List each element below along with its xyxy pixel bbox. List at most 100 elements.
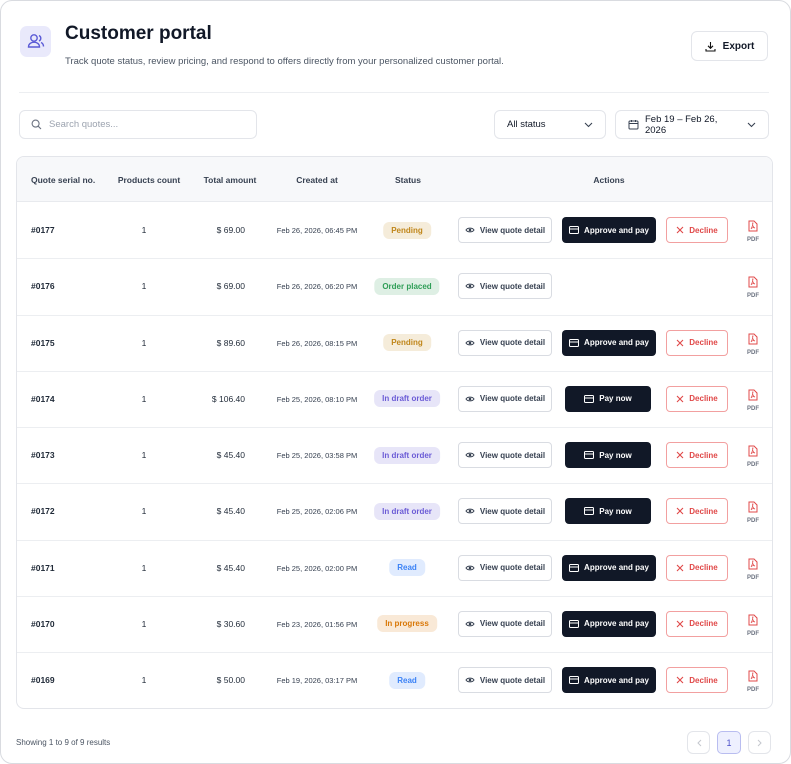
action-label: View quote detail [479, 281, 546, 291]
action-button[interactable]: Decline [666, 498, 728, 525]
quote-serial: #0170 [31, 618, 55, 629]
status-badge: In progress [377, 615, 437, 633]
action-button[interactable]: Decline [666, 385, 728, 412]
action-label: Approve and pay [584, 338, 649, 348]
action-button[interactable]: View quote detail [458, 667, 552, 694]
title: Customer portal [65, 23, 212, 44]
action-button[interactable]: Approve and pay [562, 610, 656, 637]
pdf-download[interactable]: PDF [743, 669, 763, 693]
quote-serial: #0177 [31, 225, 55, 236]
export-button[interactable]: Export [691, 31, 768, 61]
pdf-label: PDF [747, 237, 759, 244]
status-badge: Pending [383, 221, 431, 239]
products-count: 1 [141, 618, 147, 629]
created-at: Feb 26, 2026, 06:45 PM [276, 226, 358, 236]
action-button[interactable]: View quote detail [458, 610, 552, 637]
action-button[interactable]: Decline [666, 442, 728, 469]
action-label: Pay now [599, 450, 632, 460]
results-summary: Showing 1 to 9 of 9 results [16, 738, 111, 747]
divider [19, 92, 769, 93]
pdf-label: PDF [747, 687, 759, 694]
pdf-download[interactable]: PDF [743, 275, 763, 299]
search-input[interactable]: Search quotes... [19, 110, 257, 139]
row-divider [17, 314, 772, 316]
subtitle: Track quote status, review pricing, and … [65, 56, 504, 67]
action-label: View quote detail [479, 619, 546, 629]
row-divider [17, 539, 772, 541]
action-button[interactable]: View quote detail [458, 385, 552, 412]
status-badge: In draft order [374, 502, 440, 520]
date-range-label: Feb 19 – Feb 26, 2026 [644, 113, 718, 136]
action-button[interactable]: Decline [666, 329, 728, 356]
pdf-download[interactable]: PDF [743, 332, 763, 356]
pdf-download[interactable]: PDF [743, 219, 763, 243]
action-button[interactable]: Pay now [565, 442, 651, 469]
products-count: 1 [141, 450, 147, 461]
action-label: View quote detail [479, 506, 546, 516]
action-label: View quote detail [479, 450, 546, 460]
action-button[interactable]: Decline [666, 667, 728, 694]
next-page[interactable] [748, 731, 771, 754]
row-divider [17, 370, 772, 372]
created-at: Feb 25, 2026, 02:00 PM [276, 563, 358, 573]
action-button[interactable]: View quote detail [458, 554, 552, 581]
pdf-label: PDF [747, 518, 759, 525]
pdf-download[interactable]: PDF [743, 444, 763, 468]
action-button[interactable]: Decline [666, 554, 728, 581]
action-button[interactable]: View quote detail [458, 498, 552, 525]
column-header: Quote serial no. [31, 175, 96, 185]
action-button[interactable]: Decline [666, 610, 728, 637]
quote-serial: #0171 [31, 562, 55, 573]
row-divider [17, 652, 772, 653]
action-button[interactable]: Pay now [565, 385, 651, 412]
pdf-label: PDF [747, 405, 759, 412]
row-divider [17, 483, 772, 485]
quote-serial: #0174 [31, 393, 55, 404]
quote-serial: #0173 [31, 450, 55, 461]
action-label: Approve and pay [584, 225, 649, 235]
date-range-picker[interactable]: Feb 19 – Feb 26, 2026 [615, 110, 769, 139]
action-button[interactable]: View quote detail [458, 329, 552, 356]
table-header [17, 157, 772, 202]
pdf-label: PDF [747, 574, 759, 581]
status-badge: Order placed [374, 277, 440, 295]
status-badge: In draft order [374, 390, 440, 408]
pdf-download[interactable]: PDF [743, 557, 763, 581]
total-amount: $ 106.40 [211, 393, 245, 404]
export-label: Export [722, 40, 755, 52]
status-badge: Read [389, 559, 425, 577]
action-label: Decline [689, 563, 718, 573]
action-label: Approve and pay [584, 563, 649, 573]
products-count: 1 [141, 281, 147, 292]
action-label: View quote detail [479, 394, 546, 404]
action-label: Approve and pay [584, 675, 649, 685]
action-button[interactable]: View quote detail [458, 217, 552, 244]
action-button[interactable]: View quote detail [458, 273, 552, 300]
products-count: 1 [141, 506, 147, 517]
action-button[interactable]: Approve and pay [562, 667, 656, 694]
action-label: Approve and pay [584, 619, 649, 629]
quote-serial: #0176 [31, 281, 55, 292]
pdf-download[interactable]: PDF [743, 500, 763, 524]
prev-page[interactable] [687, 731, 710, 754]
action-button[interactable]: View quote detail [458, 442, 552, 469]
action-label: Pay now [599, 394, 632, 404]
pdf-download[interactable]: PDF [743, 613, 763, 637]
action-button[interactable]: Approve and pay [562, 329, 656, 356]
action-button[interactable]: Approve and pay [562, 554, 656, 581]
status-select[interactable]: All status [494, 110, 606, 139]
action-button[interactable]: Pay now [565, 498, 651, 525]
column-header: Actions [593, 175, 625, 185]
status-badge: In draft order [374, 446, 440, 464]
pdf-download[interactable]: PDF [743, 388, 763, 412]
created-at: Feb 25, 2026, 08:10 PM [276, 394, 358, 404]
action-button[interactable]: Decline [666, 217, 728, 244]
page-button[interactable]: 1 [717, 731, 741, 754]
action-button[interactable]: Approve and pay [562, 217, 656, 244]
created-at: Feb 26, 2026, 08:15 PM [276, 338, 358, 348]
status-badge: Pending [383, 334, 431, 352]
action-label: Decline [689, 394, 718, 404]
total-amount: $ 45.40 [216, 562, 245, 573]
created-at: Feb 25, 2026, 02:06 PM [276, 507, 358, 517]
